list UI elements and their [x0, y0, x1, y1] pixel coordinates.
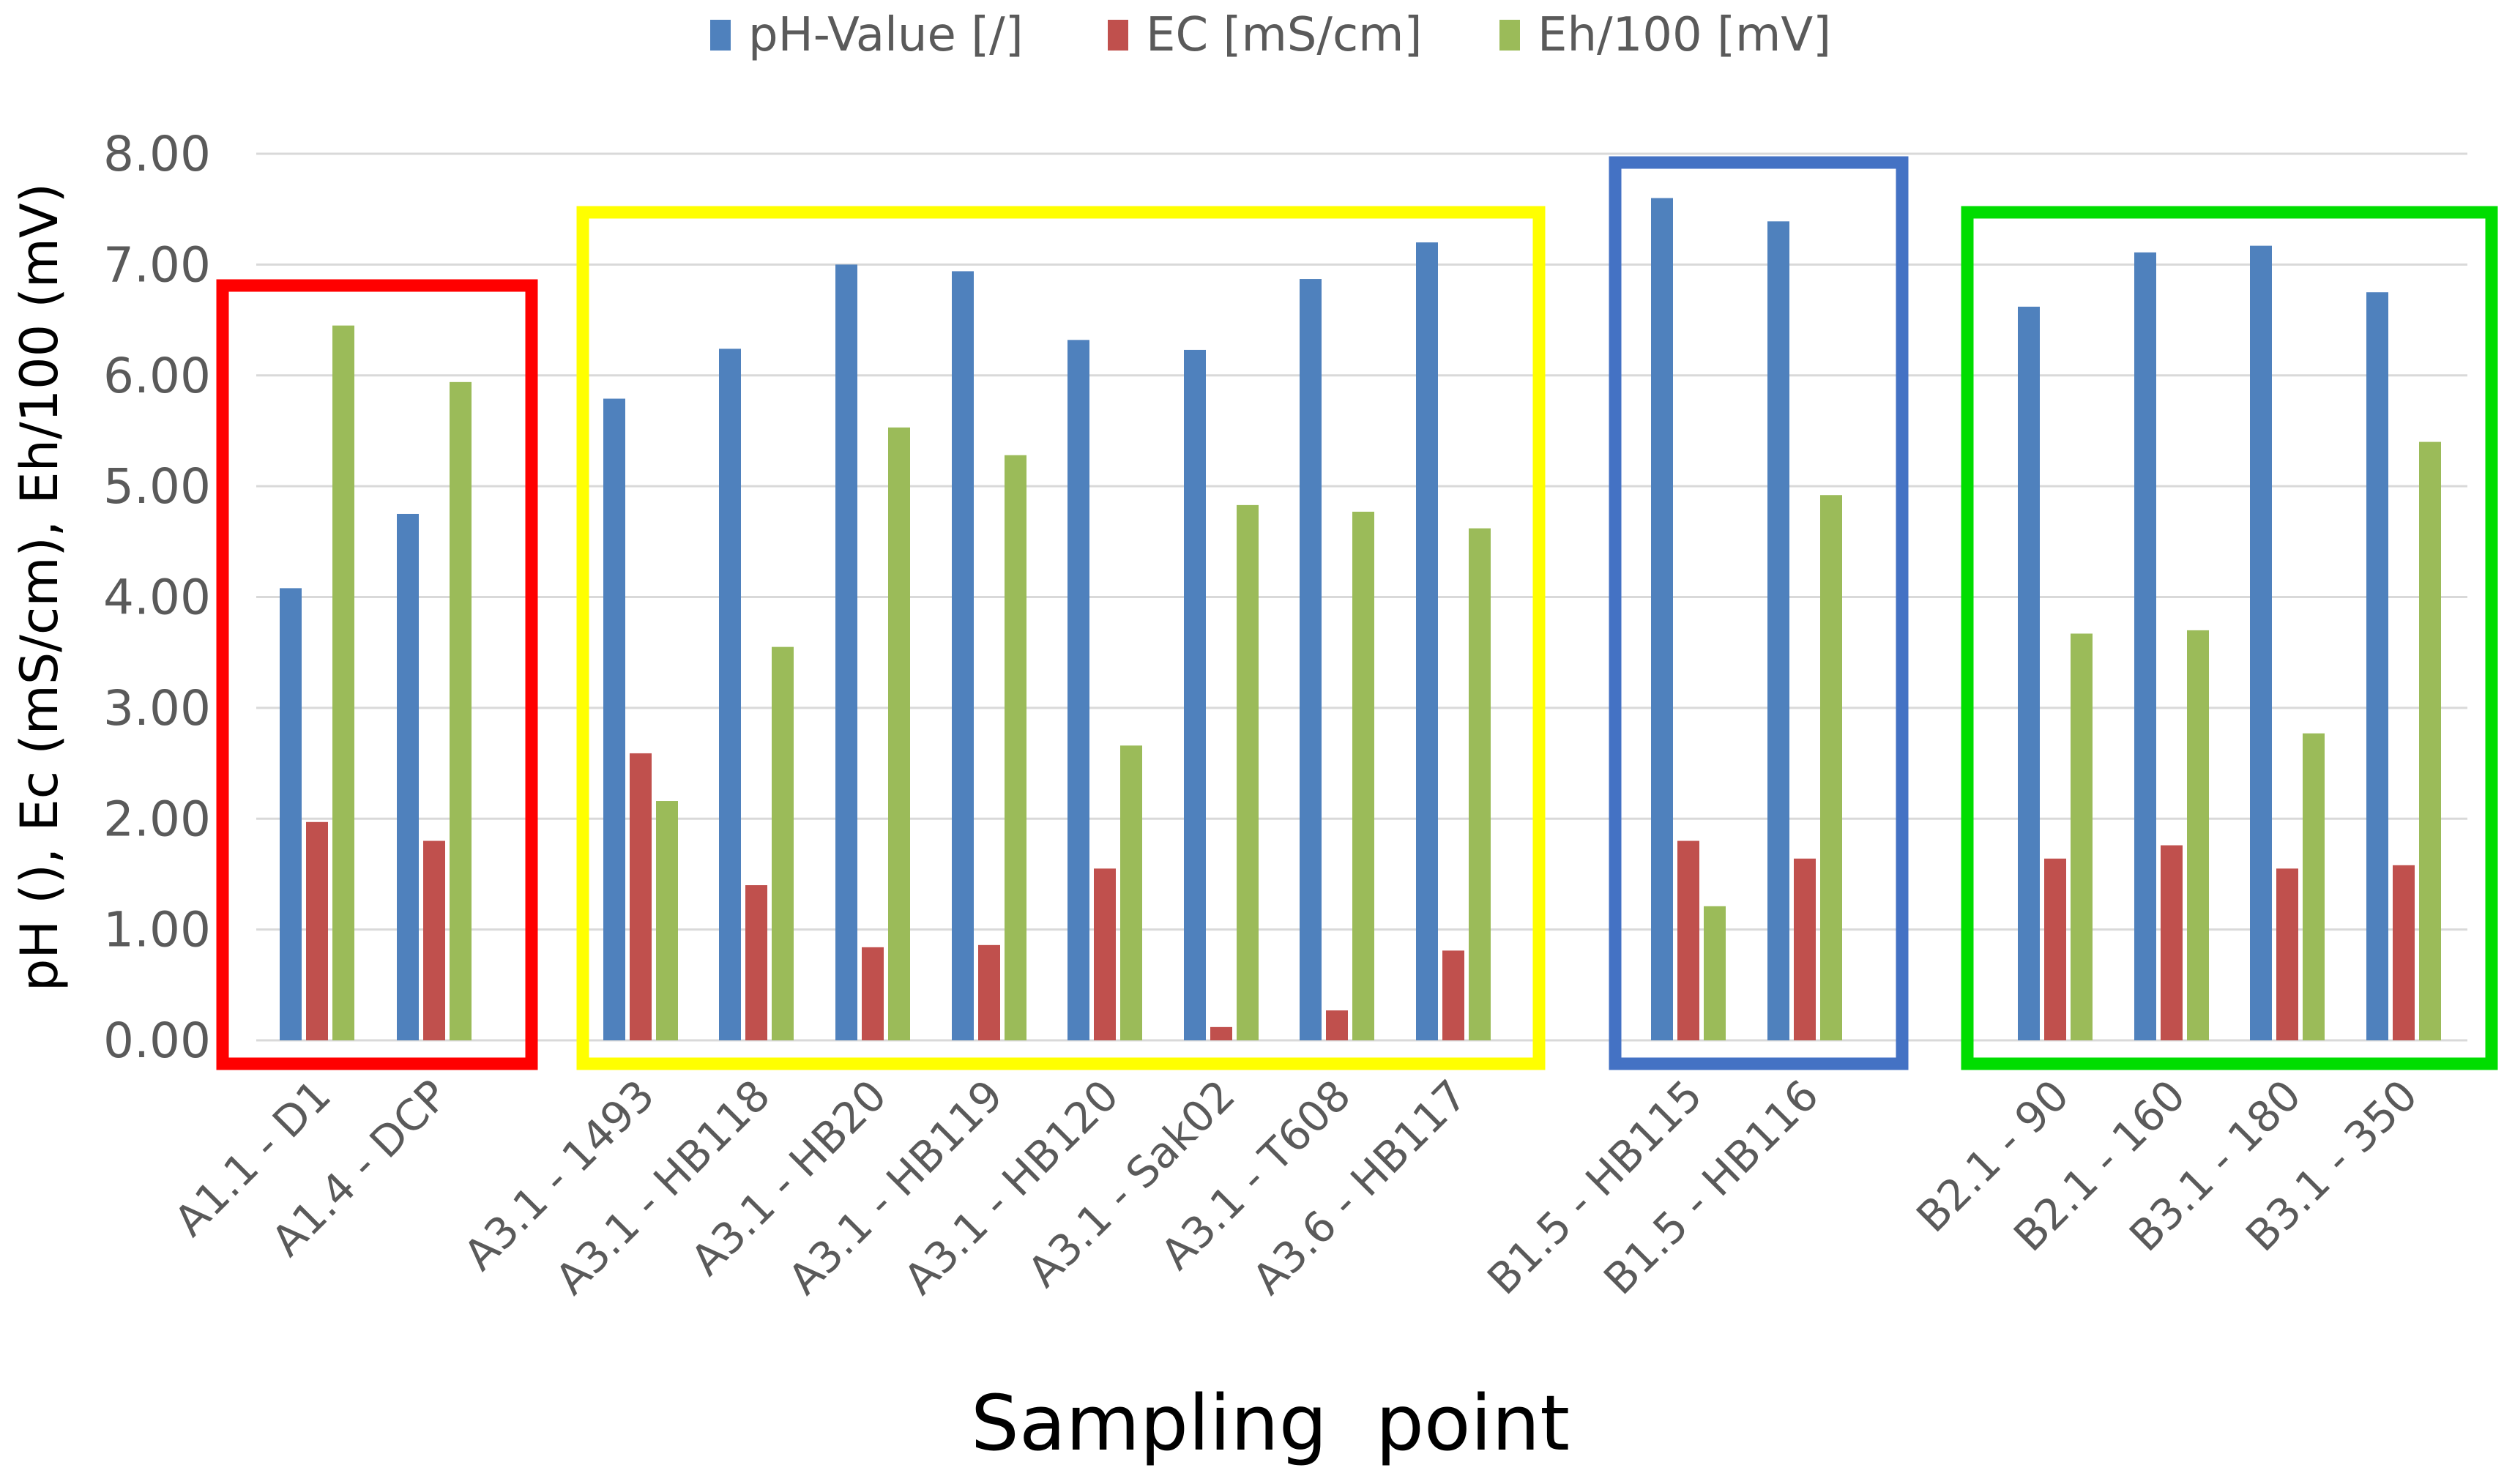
bar	[2303, 733, 2325, 1040]
bar	[630, 753, 652, 1040]
legend-label: pH-Value [/]	[748, 8, 1024, 62]
bar	[280, 588, 302, 1040]
group-box-b1	[1609, 156, 1909, 1070]
y-axis-title: pH (), Ec (mS/cm), Eh/100 (mV)	[10, 183, 70, 991]
bar	[1704, 906, 1726, 1040]
y-tick-label: 5.00	[103, 458, 211, 515]
bar	[1352, 511, 1374, 1040]
bar	[835, 264, 857, 1040]
bar	[306, 821, 328, 1040]
bar	[1067, 340, 1089, 1040]
bar	[745, 885, 767, 1040]
y-tick-label: 7.00	[103, 236, 211, 293]
y-tick-label: 6.00	[103, 348, 211, 404]
bar	[1210, 1026, 1232, 1040]
bar	[2134, 252, 2156, 1040]
bar	[1184, 349, 1206, 1041]
bar	[2187, 630, 2209, 1040]
bar	[1794, 858, 1816, 1040]
group-box-b2-b3	[1961, 206, 2498, 1070]
legend-swatch	[1499, 20, 1520, 51]
bar	[423, 840, 445, 1040]
bar	[603, 398, 625, 1040]
bar	[1416, 242, 1438, 1041]
bar	[2044, 858, 2066, 1040]
group-box-a1	[216, 279, 538, 1070]
bar	[2393, 865, 2415, 1040]
legend: pH-Value [/] EC [mS/cm] Eh/100 [mV]	[710, 8, 1831, 62]
y-tick-label: 8.00	[103, 126, 211, 182]
group-boxes	[216, 156, 2498, 1070]
bar	[1326, 1010, 1348, 1040]
bar	[1442, 950, 1464, 1040]
bar	[1820, 495, 1842, 1040]
bar	[1651, 198, 1673, 1040]
bar	[656, 801, 678, 1040]
bar	[332, 325, 354, 1041]
bar	[888, 427, 910, 1040]
y-tick-label: 4.00	[103, 570, 211, 626]
legend-swatch	[710, 20, 731, 51]
y-tick-label: 2.00	[103, 791, 211, 847]
bar	[450, 381, 472, 1040]
y-tick-label: 1.00	[103, 902, 211, 958]
group-box-a3	[576, 206, 1546, 1070]
y-axis-ticks: 0.00 1.00 2.00 3.00 4.00 5.00 6.00 7.00 8.00	[103, 126, 211, 1069]
bar	[1120, 745, 1142, 1040]
bar	[2419, 441, 2441, 1040]
legend-label: EC [mS/cm]	[1146, 8, 1422, 62]
bars	[280, 198, 2441, 1041]
bar	[2161, 845, 2183, 1040]
bar	[397, 513, 419, 1040]
x-axis-title: Sampling point	[971, 1379, 1570, 1468]
y-tick-label: 0.00	[103, 1013, 211, 1069]
legend-swatch	[1108, 20, 1128, 51]
bar	[862, 947, 884, 1040]
bar	[2250, 245, 2272, 1040]
bar	[1469, 528, 1491, 1040]
bar	[772, 646, 794, 1040]
bar	[1677, 840, 1699, 1040]
bar	[2071, 633, 2093, 1040]
y-tick-label: 3.00	[103, 680, 211, 737]
bar	[1767, 221, 1789, 1040]
bar	[1300, 279, 1322, 1041]
bar	[2276, 868, 2298, 1040]
bar	[978, 944, 1000, 1040]
bar	[2018, 306, 2040, 1041]
bar	[952, 271, 974, 1040]
bar	[2366, 292, 2388, 1040]
bar	[719, 348, 741, 1040]
bar	[1237, 504, 1259, 1040]
bar	[1094, 868, 1116, 1040]
legend-label: Eh/100 [mV]	[1538, 8, 1831, 62]
bar	[1005, 455, 1026, 1040]
